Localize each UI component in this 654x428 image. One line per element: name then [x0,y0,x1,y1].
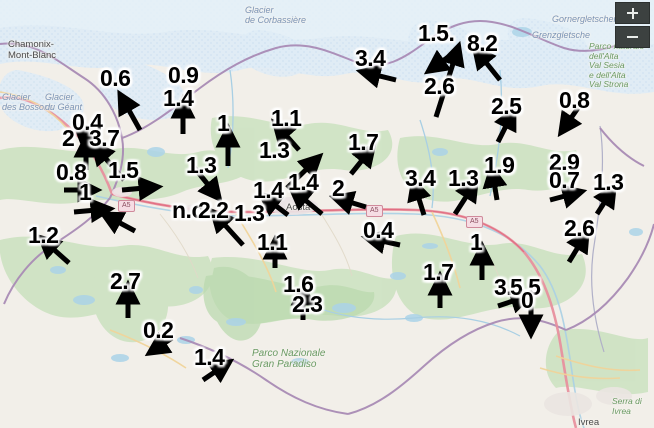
annotation-value-label: 1.5 [108,157,139,183]
annotation-value-label: 1.3 [259,137,290,163]
annotation-value-label: 1.4 [194,344,225,370]
minus-icon [627,36,638,38]
road-shield: A5 [366,205,383,217]
annotation-value-label: 3.4 [355,45,386,71]
annotation-value-label: 1.4 [288,169,319,195]
annotation-value-label: 1.3 [448,165,479,191]
annotation-value-label: 3.1 [494,274,525,300]
annotation-value-label: 1.7 [348,129,379,155]
zoom-in-button[interactable] [615,2,650,24]
zoom-out-button[interactable] [615,26,650,48]
annotation-value-label: 2.7 [110,268,141,294]
plus-icon-vertical [631,7,634,19]
annotation-value-label: 1.9 [484,152,515,178]
annotation-value-label: 0.4 [72,109,103,135]
annotation-value-label: 2.6 [564,215,595,241]
annotation-value-label: 1.1 [271,105,302,131]
annotation-value-label: 2 [62,125,75,151]
annotation-value-label: 1.4 [163,85,194,111]
annotation-value-label: 2.5 [491,93,522,119]
annotation-value-label: 3.4 [405,165,436,191]
annotation-value-label: 1.6 [283,271,314,297]
annotation-value-label: 8.2 [467,30,498,56]
annotation-value-label: 0.9 [168,62,199,88]
annotation-value-label: 0.2 [143,317,174,343]
annotation-value-label: 5.5 [510,274,541,300]
annotation-value-label: 1.3 [234,200,265,226]
annotation-value-label: 2.3 [292,291,323,317]
annotation-value-label: 0.4 [363,217,394,243]
annotation-value-label: 3.7 [89,125,120,151]
annotation-value-label: 2.9 [549,149,580,175]
annotation-value-label: 2 [332,175,345,201]
annotation-value-label: 0.7 [549,167,580,193]
annotation-value-label: n.c [172,197,204,223]
zoom-control [615,2,650,48]
annotation-value-label: 2.6 [424,73,455,99]
annotation-value-label: 2.2 [198,197,229,223]
annotation-value-label: 1 [217,110,230,136]
annotation-value-label: 1 [79,179,92,205]
annotation-value-label: 1.7 [423,259,454,285]
annotation-value-label: 1.3 [593,169,624,195]
annotation-value-label: 1.4 [253,177,284,203]
annotation-value-label: 0 [521,287,534,313]
road-shield: A5 [118,200,135,212]
annotation-value-label: 0.8 [56,159,87,185]
annotation-value-label: 1.5. [418,20,455,46]
annotation-value-label: 1.2 [28,222,59,248]
annotation-value-label: 1.3 [186,152,217,178]
annotation-value-label: 1.1 [257,229,288,255]
annotation-value-label: 0.6 [100,65,131,91]
annotation-value-label: 0.8 [559,87,590,113]
annotation-value-label: 1 [470,229,483,255]
road-shield: A5 [466,216,483,228]
